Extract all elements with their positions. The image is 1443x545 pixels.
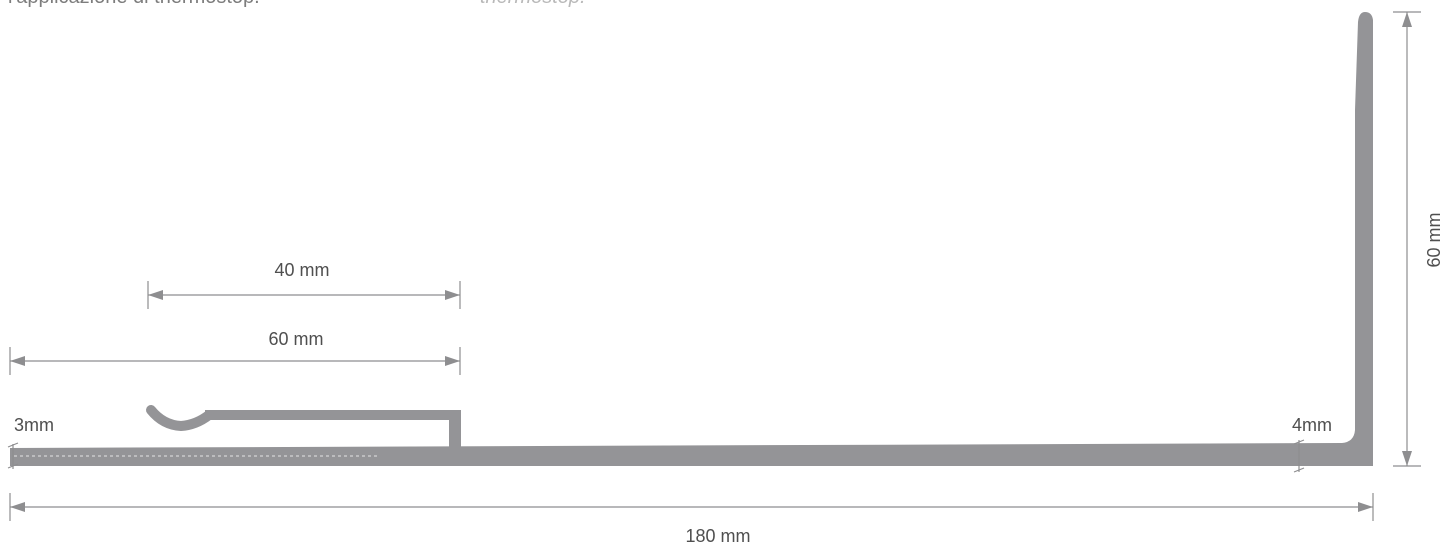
profile-shape	[10, 12, 1373, 466]
thk4-label: 4mm	[1292, 415, 1332, 435]
thk3-label: 3mm	[14, 415, 54, 435]
thk3-tick-bottom	[7, 463, 19, 469]
dim40-label: 40 mm	[274, 260, 329, 280]
dim40-arrow-right	[445, 290, 460, 300]
dim180-label: 180 mm	[685, 526, 750, 545]
dimension-60mm-vertical: 60 mm	[1393, 11, 1443, 467]
clip-arm	[205, 410, 461, 420]
dimension-60mm-horizontal: 60 mm	[9, 329, 461, 375]
caption-english: thermostop.	[480, 0, 586, 9]
thickness-3mm: 3mm	[7, 415, 54, 469]
dim40-arrow-left	[148, 290, 163, 300]
dimension-40mm: 40 mm	[147, 260, 461, 309]
dim60h-arrow-left	[10, 356, 25, 366]
dim180-arrow-left	[10, 502, 25, 512]
caption-italian: l'applicazione di thermostop.	[8, 0, 260, 9]
dim60v-arrow-bottom	[1402, 451, 1412, 466]
dim60h-label: 60 mm	[268, 329, 323, 349]
dimension-180mm: 180 mm	[9, 493, 1374, 545]
dim60h-arrow-right	[445, 356, 460, 366]
dim60v-label: 60 mm	[1424, 212, 1443, 267]
base-plate-and-flange	[10, 12, 1373, 466]
dim180-arrow-right	[1358, 502, 1373, 512]
dim60v-arrow-top	[1402, 12, 1412, 27]
clip-hook	[146, 405, 214, 431]
thk3-tick-top	[7, 442, 19, 448]
thk4-tick-top	[1293, 439, 1305, 445]
thickness-4mm: 4mm	[1292, 415, 1332, 473]
thk4-tick-bottom	[1293, 467, 1305, 473]
